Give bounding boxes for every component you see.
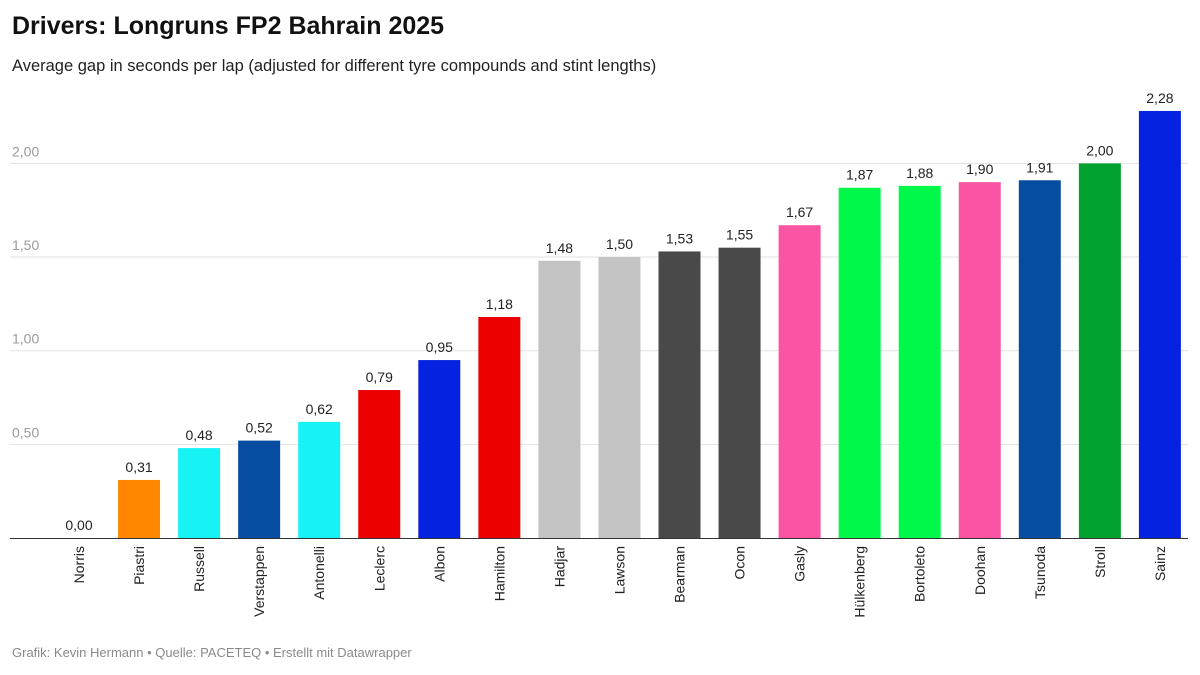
x-tick-label: Sainz [1152,546,1168,581]
bar [118,479,161,538]
bar [1138,110,1181,539]
bar-value-label: 0,95 [426,339,453,355]
bar-value-label: 2,00 [1086,142,1113,158]
x-tick-label: Albon [431,546,447,582]
bar-value-label: 0,62 [306,401,333,417]
bar-value-label: 1,55 [726,227,753,243]
bar [718,247,761,538]
chart-title: Drivers: Longruns FP2 Bahrain 2025 [12,12,445,40]
bar [538,260,581,538]
bar-value-label: 2,28 [1146,90,1173,106]
bar-value-label: 1,88 [906,165,933,181]
x-tick-label: Gasly [792,546,808,582]
bars [118,110,1181,539]
x-tick-label: Lawson [611,546,627,594]
bar-value-label: 1,18 [486,296,513,312]
bar-value-label: 1,87 [846,167,873,183]
bar [598,257,641,538]
bar [418,360,461,538]
x-tick-label: Norris [71,546,87,583]
bar-value-label: 0,52 [246,420,273,436]
bar [178,448,221,538]
x-tick-label: Stroll [1092,546,1108,578]
bar-value-label: 0,48 [185,427,212,443]
bar-value-label: 1,48 [546,240,573,256]
y-tick-label: 2,00 [12,143,39,159]
bar-value-label: 1,67 [786,204,813,220]
y-tick-label: 0,50 [12,424,39,440]
bar [838,187,881,538]
bar [1078,163,1121,538]
bar [658,251,701,538]
bar [238,440,281,538]
bar-value-label: 1,91 [1026,159,1053,175]
chart-subtitle: Average gap in seconds per lap (adjusted… [12,57,657,75]
x-tick-label: Piastri [131,546,147,585]
x-tick-label: Verstappen [251,546,267,617]
x-tick-label: Leclerc [371,546,387,591]
bar-chart: 0,50 1,00 1,50 2,00 0,00 0,31 0,48 0,52 0,62 0,7… [10,90,1188,618]
y-axis-ticks: 0,50 1,00 1,50 2,00 [12,143,39,440]
bar [298,421,341,538]
bar-value-label: 0,79 [366,369,393,385]
x-tick-label: Tsunoda [1032,546,1048,599]
x-tick-label: Hülkenberg [852,546,868,618]
bar-value-label: 0,00 [65,517,92,533]
bar [478,316,521,538]
bar [898,185,941,538]
x-tick-label: Ocon [732,546,748,579]
bar-value-label: 1,90 [966,161,993,177]
bar [958,182,1001,538]
bar-value-label: 0,31 [125,459,152,475]
bar-value-label: 1,53 [666,230,693,246]
bar [1018,180,1061,538]
footer-credits: Grafik: Kevin Hermann • Quelle: PACETEQ … [12,645,412,660]
x-tick-label: Doohan [972,546,988,595]
value-labels: 0,00 0,31 0,48 0,52 0,62 0,79 0,95 1,18 1,48 1,50… [65,90,1173,533]
x-tick-label: Russell [191,546,207,592]
bar-value-label: 1,50 [606,236,633,252]
bar [778,225,821,539]
x-tick-label: Hadjar [551,546,567,588]
x-tick-label: Bortoleto [912,546,928,602]
x-tick-label: Bearman [672,546,688,603]
bar [358,390,401,538]
x-tick-label: Antonelli [311,546,327,600]
y-tick-label: 1,50 [12,237,39,253]
category-labels: Norris Piastri Russell Verstappen Antonelli L… [71,546,1168,618]
x-tick-label: Hamilton [491,546,507,601]
y-tick-label: 1,00 [12,331,39,347]
